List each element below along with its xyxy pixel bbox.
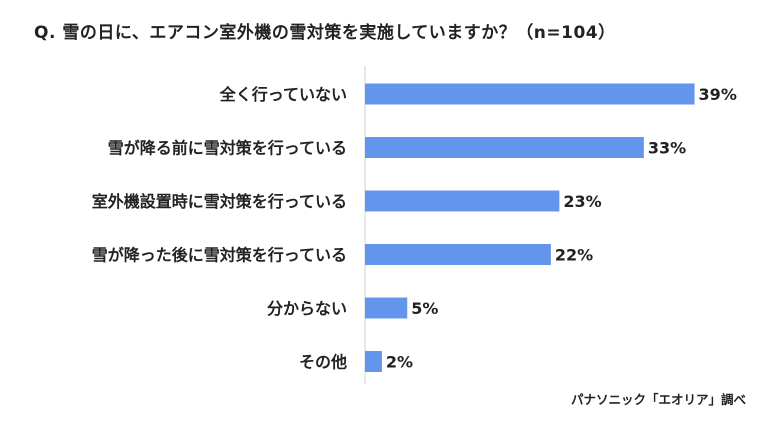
bar: [365, 297, 408, 319]
category-label: 分からない: [267, 299, 347, 318]
value-label: 22%: [555, 246, 593, 265]
value-label: 23%: [563, 192, 601, 211]
value-label: 33%: [648, 139, 686, 158]
bar: [365, 244, 551, 265]
bar: [365, 137, 644, 158]
category-label: 雪が降る前に雪対策を行っている: [108, 139, 347, 158]
value-label: 39%: [699, 85, 737, 104]
category-label: 全く行っていない: [219, 85, 347, 104]
source-note: パナソニック「エオリア」調べ: [570, 392, 746, 407]
category-label: その他: [299, 353, 347, 372]
bar: [365, 190, 560, 212]
value-label: 2%: [386, 353, 413, 372]
bar: [365, 83, 695, 105]
category-label: 室外機設置時に雪対策を行っている: [92, 192, 347, 211]
chart-title: Q. 雪の日に、エアコン室外機の雪対策を実施していますか？（n=104）: [34, 23, 616, 43]
category-label: 雪が降った後に雪対策を行っている: [92, 246, 347, 265]
bar: [365, 351, 382, 372]
value-label: 5%: [411, 299, 438, 318]
